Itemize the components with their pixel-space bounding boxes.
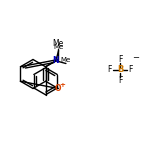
Text: F: F [118, 55, 122, 64]
Text: −: − [132, 53, 139, 62]
Text: F: F [107, 66, 112, 74]
Text: Me: Me [61, 57, 71, 63]
Text: +: + [60, 82, 66, 88]
Text: Me: Me [52, 39, 64, 48]
Text: B: B [117, 66, 123, 74]
Text: F: F [128, 66, 133, 74]
Text: F: F [118, 76, 122, 85]
Text: O: O [55, 84, 61, 93]
Text: Me: Me [54, 44, 64, 50]
Text: N: N [53, 56, 59, 65]
